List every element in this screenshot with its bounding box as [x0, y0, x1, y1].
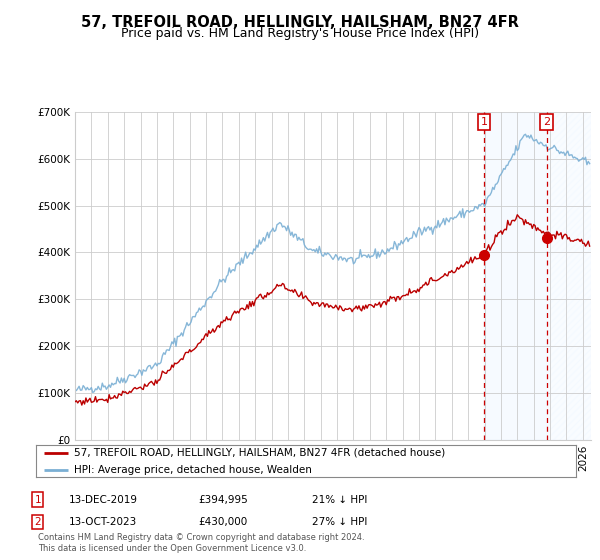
- Text: 1: 1: [481, 117, 487, 127]
- Text: HPI: Average price, detached house, Wealden: HPI: Average price, detached house, Weal…: [74, 465, 311, 475]
- Bar: [484, 112, 547, 440]
- Text: 13-DEC-2019: 13-DEC-2019: [69, 494, 138, 505]
- Text: 27% ↓ HPI: 27% ↓ HPI: [312, 517, 367, 527]
- Text: 2: 2: [34, 517, 41, 527]
- Text: Contains HM Land Registry data © Crown copyright and database right 2024.
This d: Contains HM Land Registry data © Crown c…: [38, 533, 364, 553]
- Text: 13-OCT-2023: 13-OCT-2023: [69, 517, 137, 527]
- Text: 21% ↓ HPI: 21% ↓ HPI: [312, 494, 367, 505]
- Bar: [547, 112, 591, 440]
- Bar: [547, 112, 591, 440]
- Text: 1: 1: [34, 494, 41, 505]
- Text: 57, TREFOIL ROAD, HELLINGLY, HAILSHAM, BN27 4FR: 57, TREFOIL ROAD, HELLINGLY, HAILSHAM, B…: [81, 15, 519, 30]
- Text: £394,995: £394,995: [198, 494, 248, 505]
- Text: Price paid vs. HM Land Registry's House Price Index (HPI): Price paid vs. HM Land Registry's House …: [121, 27, 479, 40]
- Text: 2: 2: [543, 117, 550, 127]
- Text: 57, TREFOIL ROAD, HELLINGLY, HAILSHAM, BN27 4FR (detached house): 57, TREFOIL ROAD, HELLINGLY, HAILSHAM, B…: [74, 448, 445, 458]
- Text: £430,000: £430,000: [198, 517, 247, 527]
